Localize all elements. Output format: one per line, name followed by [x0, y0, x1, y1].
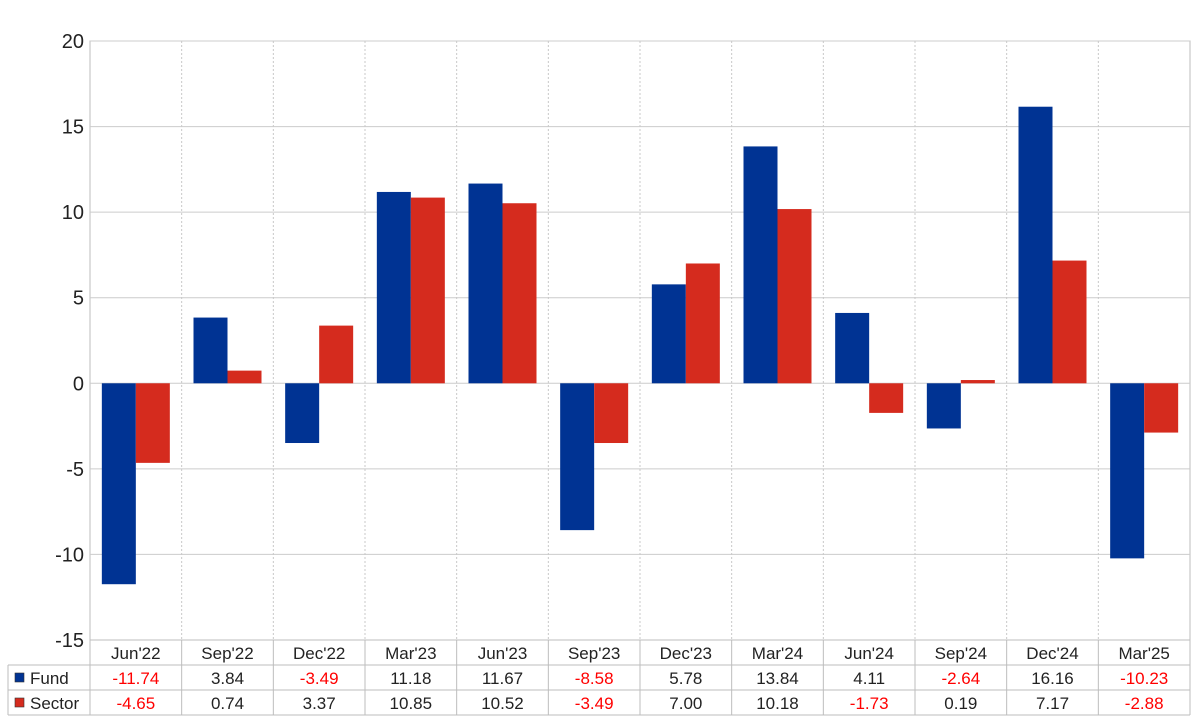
data-label-fund: 4.11: [853, 669, 885, 688]
category-label: Dec'23: [660, 644, 712, 663]
category-label: Jun'24: [844, 644, 894, 663]
category-label: Mar'25: [1118, 644, 1169, 663]
bar-fund: [468, 183, 503, 384]
category-label: Jun'22: [111, 644, 161, 663]
y-axis: 20 15 10 5 0 -5 -10 -15: [55, 31, 84, 652]
bar-sector: [1144, 383, 1179, 433]
bar-sector: [777, 209, 812, 384]
bars: [101, 106, 1179, 585]
legend-swatch-sector: [14, 697, 25, 708]
category-label: Mar'23: [385, 644, 436, 663]
bar-sector: [135, 383, 170, 463]
bar-sector: [1052, 260, 1087, 384]
category-label: Jun'23: [478, 644, 528, 663]
data-label-sector: 7.00: [669, 694, 702, 713]
bar-sector: [869, 383, 904, 413]
bar-fund: [376, 191, 411, 384]
bar-sector: [502, 203, 537, 384]
bar-sector: [227, 370, 262, 384]
y-tick-label: 10: [62, 202, 84, 224]
data-label-fund: 11.18: [390, 669, 431, 688]
data-label-fund: -3.49: [300, 669, 339, 688]
data-label-sector: 10.18: [756, 694, 799, 713]
data-label-sector: 0.74: [211, 694, 244, 713]
bar-sector: [685, 263, 720, 384]
data-label-sector: -3.49: [575, 694, 614, 713]
bar-sector: [960, 380, 995, 384]
bar-fund: [193, 317, 228, 384]
legend-label-fund: Fund: [30, 669, 69, 688]
data-label-fund: 13.84: [756, 669, 799, 688]
data-label-fund: 5.78: [669, 669, 702, 688]
legend-swatch-fund: [14, 672, 25, 683]
y-tick-label: 20: [62, 31, 84, 53]
bar-sector: [319, 325, 354, 384]
data-label-fund: 3.84: [211, 669, 244, 688]
y-tick-label: -5: [66, 459, 84, 481]
bar-fund: [101, 383, 136, 585]
category-label: Mar'24: [752, 644, 803, 663]
y-tick-label: 0: [73, 373, 84, 395]
data-label-fund: -2.64: [941, 669, 980, 688]
y-tick-label: 5: [73, 288, 84, 310]
data-label-sector: -4.65: [116, 694, 155, 713]
bar-sector: [594, 383, 629, 444]
bar-fund: [285, 383, 320, 444]
data-label-fund: -10.23: [1120, 669, 1168, 688]
data-label-fund: 16.16: [1031, 669, 1074, 688]
y-tick-label: 15: [62, 117, 84, 139]
category-label: Sep'22: [201, 644, 253, 663]
data-label-sector: 10.52: [481, 694, 524, 713]
y-tick-label: -10: [55, 544, 84, 566]
data-label-sector: 10.85: [390, 694, 433, 713]
data-label-fund: 11.67: [482, 669, 523, 688]
data-label-sector: -2.88: [1125, 694, 1164, 713]
bar-fund: [835, 312, 870, 384]
bar-fund: [1018, 106, 1053, 384]
bar-fund: [743, 146, 778, 384]
bar-sector: [410, 197, 445, 384]
category-label: Dec'24: [1026, 644, 1078, 663]
bar-fund: [651, 284, 686, 384]
data-label-sector: 3.37: [303, 694, 336, 713]
data-table: Jun'22 Sep'22 Dec'22 Mar'23 Jun'23 Sep'23 Dec'…: [7, 639, 1191, 716]
data-label-sector: 7.17: [1036, 694, 1069, 713]
category-label: Dec'22: [293, 644, 345, 663]
data-label-sector: -1.73: [850, 694, 889, 713]
data-label-sector: 0.19: [944, 694, 977, 713]
bar-fund: [1110, 383, 1145, 559]
data-label-fund: -8.58: [575, 669, 614, 688]
bar-fund: [926, 383, 961, 429]
data-label-fund: -11.74: [112, 669, 159, 688]
legend-label-sector: Sector: [30, 694, 79, 713]
category-label: Sep'24: [935, 644, 987, 663]
y-tick-label: -15: [55, 630, 84, 652]
category-label: Sep'23: [568, 644, 620, 663]
bar-fund: [560, 383, 595, 531]
